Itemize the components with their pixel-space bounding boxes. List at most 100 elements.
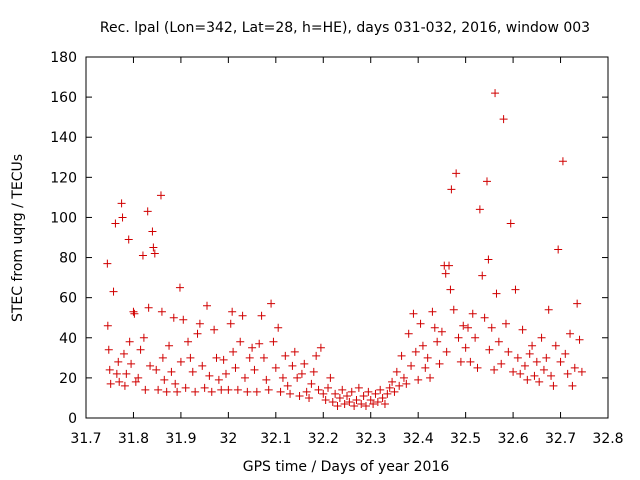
data-point	[407, 361, 416, 370]
x-tick-label: 32.3	[355, 431, 386, 447]
data-point	[530, 371, 539, 380]
data-point	[499, 115, 508, 124]
data-point	[195, 319, 204, 328]
data-point	[274, 323, 283, 332]
data-point	[307, 379, 316, 388]
data-point	[111, 219, 120, 228]
data-point	[200, 383, 209, 392]
y-tick-label: 100	[50, 210, 77, 226]
data-point	[122, 369, 131, 378]
data-point	[115, 377, 124, 386]
data-point	[214, 375, 223, 384]
data-point	[573, 299, 582, 308]
data-point	[328, 397, 337, 406]
data-point	[106, 379, 115, 388]
data-point	[423, 353, 432, 362]
data-point	[245, 353, 254, 362]
data-point	[441, 269, 450, 278]
data-point	[250, 365, 259, 374]
data-point	[371, 389, 380, 398]
data-point	[446, 285, 455, 294]
data-point	[162, 387, 171, 396]
data-point	[221, 369, 230, 378]
data-points	[103, 89, 586, 410]
data-point	[186, 353, 195, 362]
data-point	[271, 363, 280, 372]
x-tick-label: 31.8	[118, 431, 149, 447]
data-point	[395, 381, 404, 390]
data-point	[224, 385, 233, 394]
data-point	[138, 251, 147, 260]
data-point	[369, 399, 378, 408]
data-point	[397, 351, 406, 360]
data-point	[487, 323, 496, 332]
data-point	[269, 337, 278, 346]
data-point	[428, 307, 437, 316]
data-point	[494, 337, 503, 346]
data-point	[143, 207, 152, 216]
data-point	[233, 385, 242, 394]
data-point	[203, 301, 212, 310]
data-point	[238, 311, 247, 320]
data-point	[316, 343, 325, 352]
data-point	[478, 271, 487, 280]
data-point	[490, 365, 499, 374]
x-tick-label: 32.8	[592, 431, 623, 447]
x-tick-label: 32	[219, 431, 237, 447]
data-point	[219, 355, 228, 364]
data-point	[228, 307, 237, 316]
y-tick-label: 40	[59, 331, 77, 347]
data-point	[252, 387, 261, 396]
data-point	[149, 243, 158, 252]
data-point	[523, 375, 532, 384]
data-point	[154, 385, 163, 394]
data-point	[491, 89, 500, 98]
y-tick-label: 140	[50, 130, 77, 146]
y-tick-label: 120	[50, 170, 77, 186]
data-point	[506, 219, 515, 228]
data-point	[193, 329, 202, 338]
data-point	[544, 305, 553, 314]
x-tick-label: 32.1	[260, 431, 291, 447]
data-point	[385, 383, 394, 392]
data-point	[210, 325, 219, 334]
data-point	[442, 347, 451, 356]
x-axis-label: GPS time / Days of year 2016	[243, 459, 450, 475]
data-point	[421, 363, 430, 372]
data-point	[176, 357, 185, 366]
data-point	[248, 343, 257, 352]
data-point	[312, 351, 321, 360]
y-tick-label: 160	[50, 90, 77, 106]
data-point	[295, 391, 304, 400]
x-axis: 31.7 31.8 31.9 32 32.1 32.2 32.3 32.4 32.5 32.6 32…	[70, 57, 624, 447]
data-point	[359, 391, 368, 400]
data-point	[383, 389, 392, 398]
data-point	[157, 307, 166, 316]
data-point	[276, 387, 285, 396]
data-point	[475, 205, 484, 214]
data-point	[105, 365, 114, 374]
data-point	[335, 393, 344, 402]
data-point	[324, 383, 333, 392]
data-point	[321, 395, 330, 404]
data-point	[300, 359, 309, 368]
data-point	[350, 401, 359, 410]
data-point	[501, 319, 510, 328]
data-point	[345, 397, 354, 406]
data-point	[302, 387, 311, 396]
data-point	[148, 227, 157, 236]
data-point	[175, 283, 184, 292]
data-point	[516, 369, 525, 378]
data-point	[435, 359, 444, 368]
chart-title: Rec. lpal (Lon=342, Lat=28, h=HE), days …	[100, 20, 590, 36]
data-point	[561, 349, 570, 358]
data-point	[402, 379, 411, 388]
data-point	[255, 339, 264, 348]
data-point	[459, 321, 468, 330]
data-point	[354, 383, 363, 392]
data-point	[535, 377, 544, 386]
data-point	[449, 305, 458, 314]
data-point	[347, 387, 356, 396]
data-point	[364, 387, 373, 396]
data-point	[504, 347, 513, 356]
